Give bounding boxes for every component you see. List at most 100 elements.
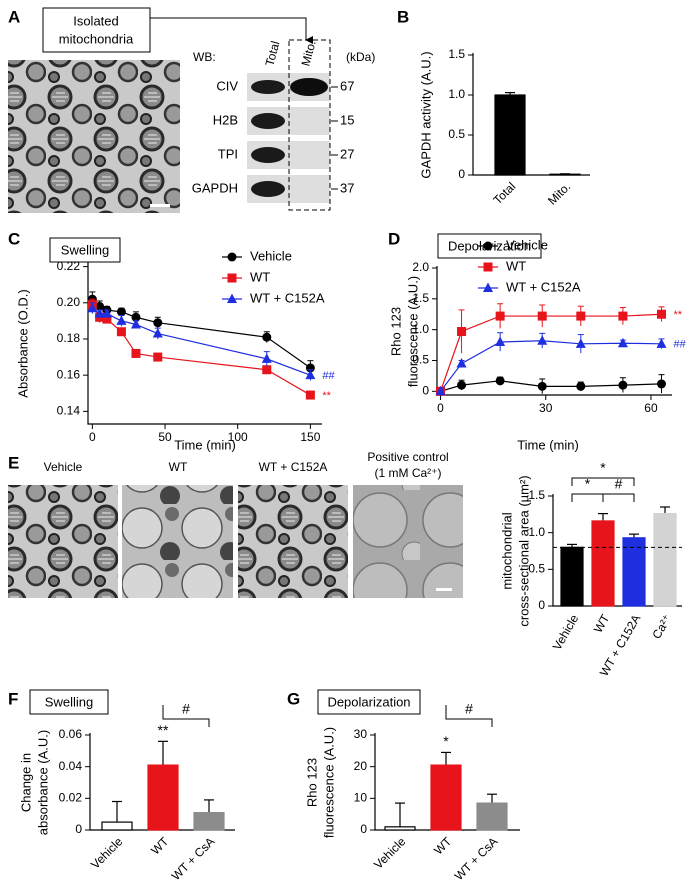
kda-label: 15 [340,112,354,127]
kda-label: 67 [340,78,354,93]
y-tick-label: 10 [354,791,368,805]
marker [575,338,586,348]
significance: ## [322,370,335,382]
x-tick-label: WT [431,834,455,858]
bracket [571,493,604,502]
y-tick-label: 30 [354,727,368,741]
bracket-label: * [600,460,606,476]
marker [152,328,163,338]
x-tick-label: WT [591,612,613,636]
x-tick-label: 0 [89,430,96,444]
marker [261,353,272,363]
marker [483,282,493,292]
marker [153,352,163,362]
y-tick-label: 0 [422,383,429,397]
x-tick-label: Total [491,179,519,207]
marker [116,327,126,337]
y-tick-label: 2.0 [412,260,429,274]
bar [476,802,508,831]
marker [131,348,141,358]
box-label: Isolated [73,13,119,28]
image-label: Vehicle [44,460,83,474]
micrograph [8,60,180,213]
y-tick-label: 0 [75,822,82,836]
bracket [445,705,493,727]
marker [495,376,505,386]
band [251,80,285,94]
marker [656,379,666,389]
marker [227,293,237,303]
bar [494,94,526,176]
marker [262,365,272,375]
dashed-box [288,39,331,211]
marker [483,241,493,251]
axis [87,261,322,425]
significance: ** [673,309,682,321]
marker [457,380,467,390]
band [290,78,328,96]
chart-title: Depolarization [327,694,410,709]
marker [495,311,505,321]
y-tick-label: 0.02 [59,791,83,805]
lane-label: Mito. [298,39,318,68]
x-tick-label: 50 [158,430,172,444]
bar [147,764,179,831]
bracket-label: # [465,701,473,717]
marker [576,381,586,391]
bar [653,512,677,607]
bracket [162,705,210,727]
x-tick-label: Vehicle [550,612,582,653]
y-tick-label: 0 [458,167,465,181]
legend-label: Vehicle [506,237,548,252]
western-blot: CIV 67 H2B 15 TPI 27 GAPDH 37 [192,73,354,203]
x-tick-label: 30 [539,401,553,415]
panel-label: C [8,229,20,248]
legend-label: WT + C152A [506,279,581,294]
marker [618,380,628,390]
title-box [49,237,121,263]
bar [430,764,462,831]
marker [576,311,586,321]
x-tick-label: WT + CsA [452,834,501,883]
marker [305,369,316,380]
marker [94,308,105,318]
bracket [602,493,635,502]
lane-label: Total [262,39,282,67]
y-axis-label: GAPDH activity (A.U.) [418,51,433,178]
marker [537,381,547,391]
bracket-label: * [585,476,591,492]
y-tick-label: 0.5 [528,562,545,576]
significance: ## [673,339,686,351]
panel-label: A [8,7,20,26]
y-tick-label: 1.5 [528,488,545,502]
marker [153,318,163,328]
marker [227,252,237,262]
wb-label: WB: [193,50,216,64]
row-label: TPI [218,146,238,161]
x-tick-label: 100 [228,430,248,444]
arrow [150,17,313,44]
marker [87,302,98,313]
marker [457,327,467,336]
marker [101,308,112,318]
kda-label: 37 [340,180,354,195]
y-tick-label: 0 [538,598,545,612]
row-label: GAPDH [192,180,238,195]
y-tick-label: 0.14 [57,404,81,418]
x-tick-label: 60 [644,401,658,415]
image-label: WT [169,460,188,474]
marker [435,385,446,396]
y-tick-label: 1.5 [412,291,429,305]
y-tick-label: 1.0 [528,525,545,539]
micrograph [8,485,118,598]
y-tick-label: 1.5 [448,47,465,61]
marker [305,390,315,400]
marker [618,311,628,321]
x-tick-label: 150 [300,430,320,444]
y-tick-label: 0.5 [448,127,465,141]
x-tick-label: WT [148,834,172,858]
legend-label: WT [506,258,526,273]
panel-label: F [8,689,18,708]
y-tick-label: 20 [354,759,368,773]
x-tick-label: Mito. [545,179,573,207]
